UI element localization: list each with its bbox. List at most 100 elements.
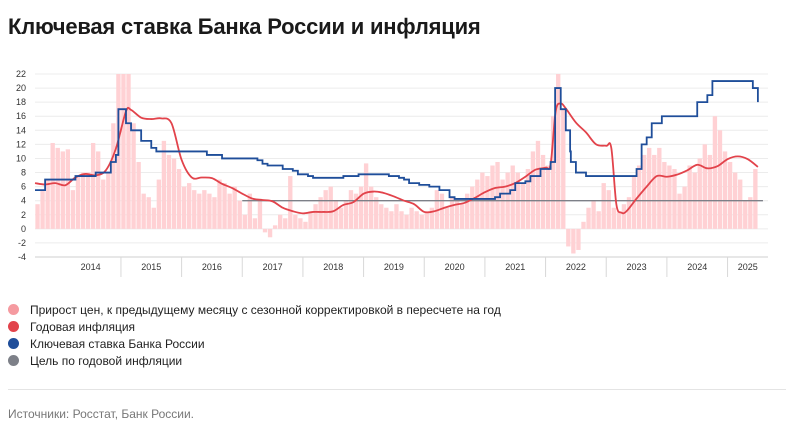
bar-mom (748, 197, 753, 229)
bar-mom (490, 165, 495, 229)
legend-label-key-rate: Ключевая ставка Банка России (30, 336, 205, 351)
bar-mom (313, 204, 318, 229)
bar-mom (470, 186, 475, 229)
bar-mom (227, 193, 232, 229)
bar-mom (156, 179, 162, 229)
bar-mom (662, 161, 667, 229)
bar-mom (485, 176, 490, 229)
bar-mom (652, 154, 657, 229)
y-tick-label: 4 (21, 196, 26, 206)
bar-mom (207, 193, 212, 229)
bar-mom (303, 221, 308, 229)
line-key-rate (35, 80, 759, 200)
bar-mom (404, 214, 409, 229)
bar-mom (449, 197, 455, 229)
bar-mom (212, 197, 217, 229)
bar-mom (727, 161, 733, 229)
bar-mom (363, 163, 369, 229)
bar-mom (641, 154, 647, 229)
bar-mom (368, 186, 374, 229)
bar-mom (176, 169, 182, 229)
bar-mom (40, 190, 45, 229)
y-tick-label: 18 (16, 97, 26, 107)
x-axis: 2014 2015 2016 2017 2018 2019 2020 2021 2022 2023… (35, 256, 768, 277)
bar-mom (753, 169, 758, 229)
bar-mom (101, 179, 106, 229)
x-tick-label: 2015 (141, 262, 161, 272)
bar-mom (454, 200, 460, 229)
bar-mom (45, 179, 50, 229)
bar-mom (257, 200, 263, 229)
bar-mom (717, 130, 723, 229)
bar-mom (702, 144, 707, 229)
bar-mom (192, 190, 197, 229)
bar-mom (687, 165, 692, 229)
bar-mom (55, 147, 60, 229)
bar-mom (707, 154, 713, 229)
legend-marker-target (8, 355, 19, 366)
bar-mom (465, 193, 470, 229)
bar-mom (328, 186, 333, 229)
bar-mom (171, 158, 177, 229)
bar-mom (126, 74, 131, 229)
bar-mom (131, 123, 136, 229)
bar-mom (232, 186, 237, 229)
bar-series (35, 74, 758, 254)
bar-mom (298, 218, 303, 229)
bar-mom (50, 142, 55, 229)
bar-mom (657, 147, 662, 229)
legend-item-yoy: Годовая инфляция (8, 318, 501, 335)
bar-mom (672, 169, 677, 229)
bar-mom (677, 193, 682, 229)
bar-mom (556, 74, 561, 229)
bar-mom (596, 211, 601, 229)
y-tick-label: 14 (16, 125, 26, 135)
bar-mom (540, 154, 546, 229)
bar-mom (96, 151, 101, 229)
y-tick-label: 12 (16, 139, 26, 149)
bar-mom (237, 200, 242, 229)
bar-mom (525, 169, 531, 229)
bar-mom (586, 207, 591, 229)
bar-mom (242, 214, 247, 229)
bar-mom (60, 151, 65, 229)
bar-mom (444, 207, 450, 229)
x-tick-label: 2017 (263, 262, 283, 272)
divider (8, 389, 786, 390)
bar-mom (181, 186, 187, 229)
bar-mom (308, 211, 313, 229)
bar-mom (414, 211, 419, 229)
x-tick-label: 2023 (627, 262, 647, 272)
bar-mom (90, 142, 96, 229)
bar-mom (535, 140, 541, 229)
bar-mom (146, 197, 151, 229)
bar-mom (278, 214, 283, 229)
bar-mom (647, 147, 652, 229)
x-tick-label: 2014 (81, 262, 101, 272)
line-series (34, 80, 763, 215)
x-tick-label: 2022 (566, 262, 586, 272)
y-tick-label: 20 (16, 83, 26, 93)
x-tick-label: 2018 (323, 262, 343, 272)
bar-mom (743, 200, 748, 229)
bar-mom (70, 190, 76, 229)
bar-mom (475, 179, 480, 229)
bar-mom (561, 109, 566, 229)
x-tick-label: 2024 (687, 262, 707, 272)
bar-mom (272, 225, 278, 229)
bar-mom (141, 193, 146, 229)
bar-mom (419, 214, 424, 229)
y-tick-label: 6 (21, 182, 26, 192)
bar-mom (247, 193, 253, 229)
bar-mom (394, 204, 399, 229)
bar-mom (323, 190, 328, 229)
bar-mom (217, 179, 222, 229)
bar-mom (424, 211, 429, 229)
bar-mom (611, 207, 616, 229)
chart-title: Ключевая ставка Банка России и инфляция (8, 14, 481, 39)
bar-mom (434, 190, 440, 229)
bar-mom (384, 207, 389, 229)
bar-mom (566, 228, 571, 247)
bar-mom (161, 140, 167, 229)
